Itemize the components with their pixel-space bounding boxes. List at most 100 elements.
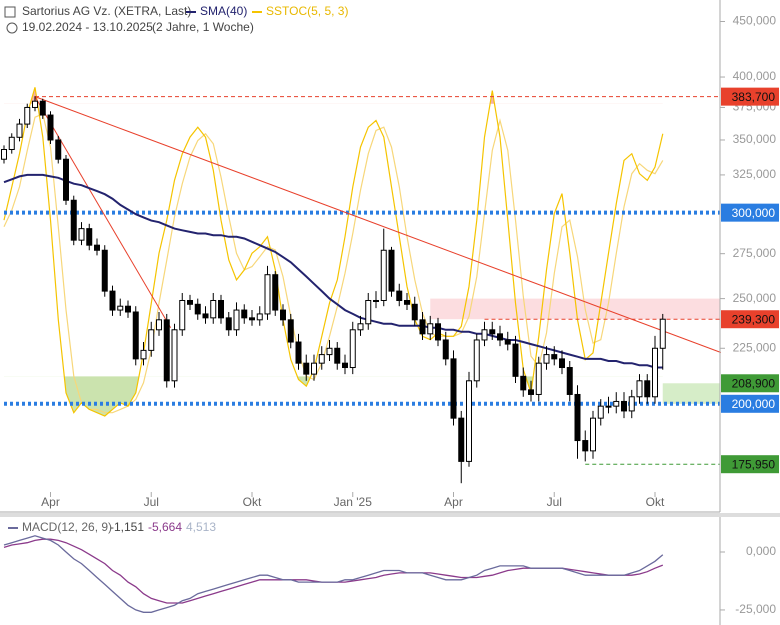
macd-line bbox=[3, 535, 664, 613]
candle-body bbox=[109, 290, 116, 311]
candle-body bbox=[605, 405, 612, 408]
candle-body bbox=[349, 329, 356, 369]
candle-body bbox=[473, 339, 480, 382]
candle-body bbox=[597, 405, 604, 419]
candle-body bbox=[535, 362, 542, 395]
candle-body bbox=[32, 100, 38, 108]
candle-body bbox=[303, 362, 310, 375]
candle-body bbox=[334, 347, 341, 364]
candle-body bbox=[373, 299, 379, 302]
candle-body bbox=[70, 199, 77, 241]
candle-body bbox=[466, 380, 472, 462]
candle-body bbox=[357, 323, 364, 331]
candle-body bbox=[163, 319, 170, 382]
candle-body bbox=[78, 228, 85, 241]
candle-body bbox=[132, 311, 139, 360]
candle-body bbox=[264, 274, 271, 315]
candle-body bbox=[1, 149, 7, 160]
candle-body bbox=[590, 417, 596, 452]
candle-body bbox=[101, 249, 108, 292]
sstoc-line bbox=[3, 87, 664, 417]
period: (2 Jahre, 1 Woche) bbox=[152, 20, 254, 34]
candle-body bbox=[94, 244, 100, 251]
x-tick-label: Jul bbox=[144, 495, 159, 509]
signal-value: -5,664 bbox=[148, 520, 182, 534]
candle-body bbox=[644, 380, 651, 398]
candle-body bbox=[86, 228, 93, 246]
y-tick-label: 275,000 bbox=[733, 246, 777, 260]
candle-body bbox=[411, 303, 418, 321]
candle-body bbox=[388, 249, 395, 292]
x-tick-label: Apr bbox=[41, 495, 60, 509]
price-tag-label: 208,900 bbox=[732, 376, 776, 390]
candle-body bbox=[528, 389, 534, 395]
candle-body bbox=[280, 309, 286, 321]
trendline bbox=[34, 96, 722, 353]
candle-body bbox=[442, 339, 449, 360]
histogram-value: 4,513 bbox=[186, 520, 216, 534]
candle-body bbox=[512, 343, 519, 377]
candle-body bbox=[16, 123, 23, 138]
y-tick-label: -25,000 bbox=[735, 602, 776, 616]
x-tick-label: Okt bbox=[243, 495, 262, 509]
candle-body bbox=[187, 299, 193, 305]
candle-body bbox=[380, 249, 387, 301]
candle-body bbox=[256, 313, 263, 321]
y-tick-label: 225,000 bbox=[733, 340, 777, 354]
candle-body bbox=[117, 305, 124, 311]
candle-body bbox=[582, 440, 589, 452]
macd-pane: 0,000 -25,000 bbox=[3, 535, 776, 616]
y-tick-label: 325,000 bbox=[733, 167, 777, 181]
candle-body bbox=[450, 358, 457, 419]
x-tick-label: Jul bbox=[547, 495, 562, 509]
candle-body bbox=[497, 333, 503, 341]
candle-body bbox=[47, 114, 54, 141]
candle-body bbox=[8, 136, 15, 151]
candle-body bbox=[659, 318, 666, 349]
price-tag bbox=[721, 374, 779, 393]
price-tag-label: 383,700 bbox=[732, 90, 776, 104]
candle-body bbox=[489, 329, 496, 335]
trendline bbox=[34, 96, 172, 329]
candle-body bbox=[551, 354, 558, 360]
macd-value: -1,151 bbox=[110, 520, 144, 534]
candle-body bbox=[241, 309, 248, 319]
candle-body bbox=[318, 354, 325, 364]
candle-body bbox=[39, 100, 46, 116]
candle-body bbox=[543, 354, 550, 364]
candle-body bbox=[365, 299, 372, 325]
clock-icon bbox=[6, 22, 18, 34]
candle-body bbox=[636, 380, 643, 398]
candle-body bbox=[194, 303, 201, 315]
candle-body bbox=[63, 158, 69, 201]
candle-body bbox=[218, 299, 224, 319]
price-tag-label: 239,300 bbox=[732, 312, 776, 326]
y-tick-label: 250,000 bbox=[733, 291, 777, 305]
candle-body bbox=[326, 347, 333, 356]
price-tag-label: 300,000 bbox=[732, 206, 776, 220]
candle-body bbox=[621, 400, 627, 412]
sma-line bbox=[3, 173, 663, 369]
candle-body bbox=[171, 329, 178, 382]
candle-body bbox=[287, 319, 294, 343]
candle-body bbox=[481, 329, 488, 341]
pane-separator bbox=[0, 513, 780, 517]
price-tag bbox=[721, 310, 779, 329]
zone bbox=[430, 298, 720, 320]
y-tick-label: 450,000 bbox=[733, 14, 777, 28]
price-pane: 225,000250,000275,000325,000350,000375,0… bbox=[1, 14, 779, 509]
candle-body bbox=[504, 339, 511, 345]
candle-body bbox=[249, 317, 255, 321]
candle-body bbox=[628, 396, 635, 412]
candle-body bbox=[458, 417, 465, 462]
price-tag bbox=[721, 394, 779, 413]
candle-body bbox=[24, 106, 31, 125]
candle-body bbox=[202, 313, 209, 319]
legend-label: SMA(40) bbox=[200, 4, 247, 18]
candle-body bbox=[427, 323, 434, 335]
candle-body bbox=[156, 319, 162, 331]
candle-body bbox=[520, 375, 527, 391]
candle-body bbox=[613, 400, 620, 407]
candle-body bbox=[210, 299, 217, 319]
